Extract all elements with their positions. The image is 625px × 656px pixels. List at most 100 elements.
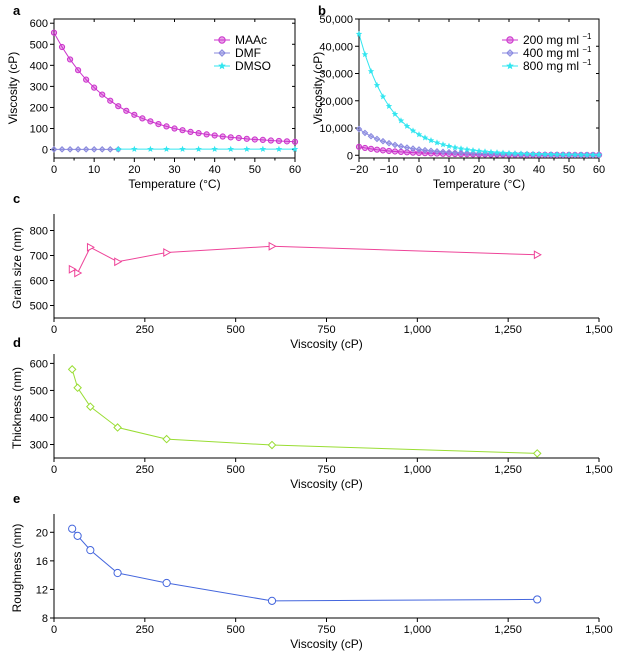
x-axis-label: Viscosity (cP) <box>290 477 362 491</box>
data-point <box>367 145 375 152</box>
x-tick-label: 20 <box>128 164 140 176</box>
data-point <box>397 117 405 124</box>
y-tick-label: 600 <box>30 18 48 30</box>
x-axis-label: Temperature (°C) <box>128 177 220 191</box>
data-point <box>123 107 130 114</box>
data-point <box>367 132 375 140</box>
legend-label: DMSO <box>235 59 271 73</box>
data-point <box>421 134 429 141</box>
y-axis-label: Viscosity (cP) <box>6 52 20 124</box>
data-point <box>259 145 267 152</box>
data-point <box>113 423 122 432</box>
x-axis-label: Viscosity (cP) <box>290 337 362 351</box>
x-tick-label: 20 <box>473 164 485 176</box>
series-roughness <box>68 524 542 605</box>
panel-e: e 0 250 500 750 1,000 1,250 1,500 8 12 16 20 Viscosi… <box>10 491 613 651</box>
data-point <box>445 142 453 149</box>
panel-label: e <box>13 491 20 506</box>
x-tick-label: −10 <box>380 164 399 176</box>
y-tick-label: 8 <box>42 613 48 625</box>
data-point <box>74 146 82 153</box>
series-maac <box>50 29 299 145</box>
data-point <box>355 30 363 37</box>
legend-superscript: −1 <box>582 58 592 67</box>
x-tick-label: 500 <box>226 464 244 476</box>
x-tick-label: 0 <box>51 464 57 476</box>
data-point <box>481 148 489 155</box>
data-point <box>219 133 226 140</box>
data-point <box>409 127 417 134</box>
legend-marker <box>218 36 226 44</box>
data-point <box>451 144 459 151</box>
y-tick-label: 300 <box>30 81 48 93</box>
x-tick-label: 0 <box>51 324 57 336</box>
y-tick-label: 300 <box>30 439 48 451</box>
x-tick-label: 30 <box>503 164 515 176</box>
legend-marker <box>506 36 514 44</box>
legend-marker <box>218 62 226 70</box>
data-point <box>67 365 77 374</box>
data-point <box>267 137 274 144</box>
series-grain-size <box>68 241 542 278</box>
x-tick-label: 1,000 <box>404 624 432 636</box>
data-point <box>131 111 138 118</box>
y-tick-label: 12 <box>36 584 48 596</box>
data-point <box>227 145 234 152</box>
data-point <box>457 145 465 152</box>
legend-superscript: −1 <box>582 45 592 54</box>
data-point <box>379 93 387 100</box>
y-tick-label: 500 <box>30 39 48 51</box>
data-point <box>533 250 542 260</box>
data-point <box>397 143 405 150</box>
data-point <box>275 137 283 145</box>
data-point <box>523 150 531 157</box>
legend-label: 200 mg ml −1 <box>523 32 592 47</box>
legend-label: MAAc <box>235 33 267 47</box>
data-point <box>86 402 95 411</box>
x-tick-label: 1,250 <box>494 324 522 336</box>
data-point <box>547 151 555 158</box>
data-point <box>415 131 423 138</box>
data-point <box>463 146 471 153</box>
data-point <box>73 383 82 393</box>
x-tick-label: 250 <box>136 324 154 336</box>
data-point <box>433 148 441 155</box>
data-point <box>379 147 387 154</box>
data-point <box>91 84 98 91</box>
y-tick-label: 600 <box>30 276 48 288</box>
data-point <box>195 130 202 137</box>
data-point <box>163 248 172 257</box>
data-point <box>487 148 495 155</box>
data-point <box>275 145 283 152</box>
x-tick-label: 50 <box>249 164 261 176</box>
panel-label: b <box>318 3 326 18</box>
y-tick-label: 30,000 <box>319 69 353 81</box>
data-point <box>74 268 83 278</box>
series-line <box>71 528 538 602</box>
x-tick-label: 40 <box>209 164 221 176</box>
y-axis-label: Thickness (nm) <box>10 367 24 449</box>
data-point <box>50 29 58 36</box>
data-point <box>90 146 98 153</box>
data-point <box>493 149 501 156</box>
data-point <box>115 103 122 110</box>
data-point <box>86 242 95 252</box>
data-point <box>115 145 122 152</box>
data-point <box>565 151 573 158</box>
x-tick-label: 250 <box>136 464 154 476</box>
data-point <box>268 241 277 251</box>
y-axis-label: Roughness (nm) <box>10 524 24 613</box>
data-point <box>373 81 381 88</box>
data-point <box>58 146 66 153</box>
data-point <box>553 151 561 158</box>
data-point <box>361 129 369 137</box>
data-point <box>179 127 186 134</box>
legend-marker <box>506 49 514 57</box>
data-point <box>195 145 202 152</box>
x-tick-label: 750 <box>317 624 335 636</box>
data-point <box>373 146 381 153</box>
data-point <box>179 145 186 152</box>
x-tick-label: 10 <box>443 164 455 176</box>
data-point <box>235 134 242 142</box>
